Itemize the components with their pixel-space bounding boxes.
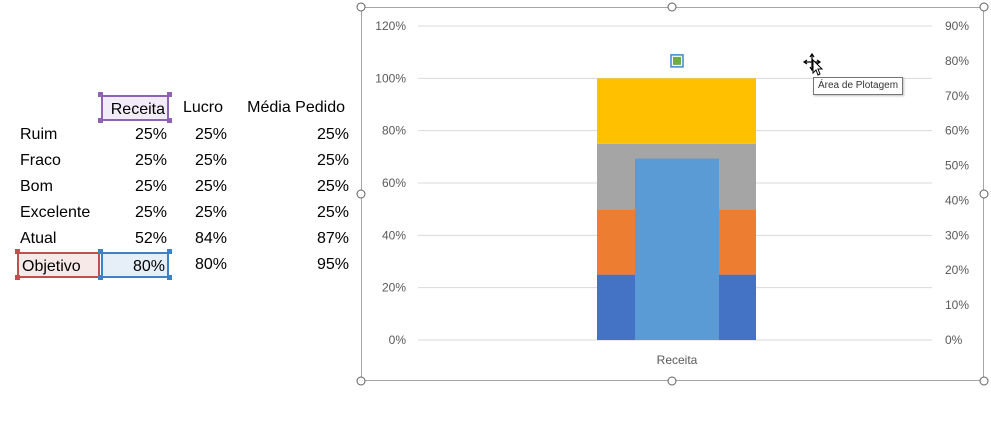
x-axis-category-label: Receita <box>657 353 698 367</box>
cell-bom-lucro[interactable]: 25% <box>194 178 227 195</box>
move-cursor-icon <box>802 52 822 72</box>
row-label-bom[interactable]: Bom <box>20 178 53 195</box>
spreadsheet-grid: Receita Lucro Média Pedido Ruim 25% 25% … <box>0 0 360 424</box>
selection-handle[interactable] <box>98 249 103 254</box>
left-axis-tick-label: 60% <box>382 176 406 190</box>
selection-handle[interactable] <box>15 249 20 254</box>
left-axis-tick-label: 0% <box>389 333 407 347</box>
right-axis-tick-label: 80% <box>945 54 969 68</box>
chart-resize-handle[interactable] <box>356 2 366 12</box>
right-axis-tick-label: 0% <box>945 333 963 347</box>
bar-segment-excelente[interactable] <box>597 78 756 144</box>
marker-selection-outline <box>670 54 684 68</box>
right-axis-tick-label: 40% <box>945 193 969 207</box>
cell-ruim-media-pedido[interactable]: 25% <box>316 126 349 143</box>
cell-objetivo-media-pedido[interactable]: 95% <box>316 256 349 273</box>
cell-ruim-receita[interactable]: 25% <box>134 126 167 143</box>
right-axis-tick-label: 90% <box>945 19 969 33</box>
cell-bom-media-pedido[interactable]: 25% <box>316 178 349 195</box>
cell-fraco-media-pedido[interactable]: 25% <box>316 152 349 169</box>
row-label-fraco[interactable]: Fraco <box>20 152 61 169</box>
chart-resize-handle[interactable] <box>979 376 989 386</box>
row-label-objetivo[interactable]: Objetivo <box>17 252 100 278</box>
selection-handle[interactable] <box>167 249 172 254</box>
plot-area-tooltip: Área de Plotagem <box>813 77 904 95</box>
chart-resize-handle[interactable] <box>667 376 677 386</box>
right-axis-tick-label: 10% <box>945 298 969 312</box>
chart-resize-handle[interactable] <box>979 2 989 12</box>
row-label-excelente[interactable]: Excelente <box>20 204 91 221</box>
cell-objetivo-receita[interactable]: 80% <box>101 252 169 278</box>
chart-resize-handle[interactable] <box>356 189 366 199</box>
left-axis-tick-label: 120% <box>375 19 406 33</box>
cell-excelente-receita[interactable]: 25% <box>134 204 167 221</box>
pointer-arrow-icon <box>812 58 824 76</box>
cell-ruim-lucro[interactable]: 25% <box>194 126 227 143</box>
cell-fraco-lucro[interactable]: 25% <box>194 152 227 169</box>
cell-excelente-lucro[interactable]: 25% <box>194 204 227 221</box>
chart-resize-handle[interactable] <box>356 376 366 386</box>
header-cell-media-pedido[interactable]: Média Pedido <box>247 99 345 116</box>
right-axis-tick-label: 20% <box>945 263 969 277</box>
left-axis-tick-label: 80% <box>382 124 406 138</box>
cell-atual-lucro[interactable]: 84% <box>194 230 227 247</box>
chart-resize-handle[interactable] <box>979 189 989 199</box>
cell-fraco-receita[interactable]: 25% <box>134 152 167 169</box>
row-label-atual[interactable]: Atual <box>20 230 57 247</box>
bar-atual[interactable] <box>635 158 719 340</box>
cell-atual-receita[interactable]: 52% <box>134 230 167 247</box>
selection-handle[interactable] <box>98 118 103 123</box>
selection-handle[interactable] <box>98 275 103 280</box>
left-axis-tick-label: 20% <box>382 281 406 295</box>
cell-excelente-media-pedido[interactable]: 25% <box>316 204 349 221</box>
selection-handle[interactable] <box>15 275 20 280</box>
right-axis-tick-label: 70% <box>945 89 969 103</box>
cell-atual-media-pedido[interactable]: 87% <box>316 230 349 247</box>
selection-handle[interactable] <box>98 92 103 97</box>
selection-handle[interactable] <box>167 118 172 123</box>
row-label-ruim[interactable]: Ruim <box>20 126 58 143</box>
right-axis-tick-label: 50% <box>945 159 969 173</box>
cell-objetivo-lucro[interactable]: 80% <box>194 256 227 273</box>
selection-handle[interactable] <box>167 92 172 97</box>
header-cell-lucro[interactable]: Lucro <box>182 99 223 116</box>
chart-resize-handle[interactable] <box>667 2 677 12</box>
right-axis-tick-label: 60% <box>945 124 969 138</box>
marker-objetivo[interactable] <box>673 56 681 65</box>
selection-handle[interactable] <box>167 275 172 280</box>
right-axis-tick-label: 30% <box>945 228 969 242</box>
left-axis-tick-label: 40% <box>382 228 406 242</box>
cell-bom-receita[interactable]: 25% <box>134 178 167 195</box>
header-cell-receita[interactable]: Receita <box>101 95 169 121</box>
left-axis-tick-label: 100% <box>375 71 406 85</box>
